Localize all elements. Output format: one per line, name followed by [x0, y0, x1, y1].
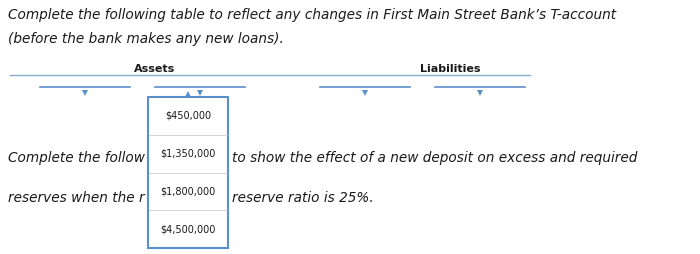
Text: $4,500,000: $4,500,000 — [160, 224, 216, 234]
Text: $1,800,000: $1,800,000 — [160, 186, 216, 196]
Text: reserve ratio is 25%.: reserve ratio is 25%. — [232, 191, 374, 205]
Text: (before the bank makes any new loans).: (before the bank makes any new loans). — [8, 32, 284, 46]
Text: $450,000: $450,000 — [165, 111, 211, 121]
Text: reserves when the r: reserves when the r — [8, 191, 145, 205]
Text: $1,350,000: $1,350,000 — [160, 149, 216, 159]
Text: Complete the follow: Complete the follow — [8, 151, 145, 165]
Text: Complete the following table to reflect any changes in First Main Street Bank’s : Complete the following table to reflect … — [8, 8, 616, 22]
Text: to show the effect of a new deposit on excess and required: to show the effect of a new deposit on e… — [232, 151, 638, 165]
Text: Assets: Assets — [134, 64, 176, 74]
Text: Liabilities: Liabilities — [420, 64, 480, 74]
FancyBboxPatch shape — [148, 97, 228, 248]
